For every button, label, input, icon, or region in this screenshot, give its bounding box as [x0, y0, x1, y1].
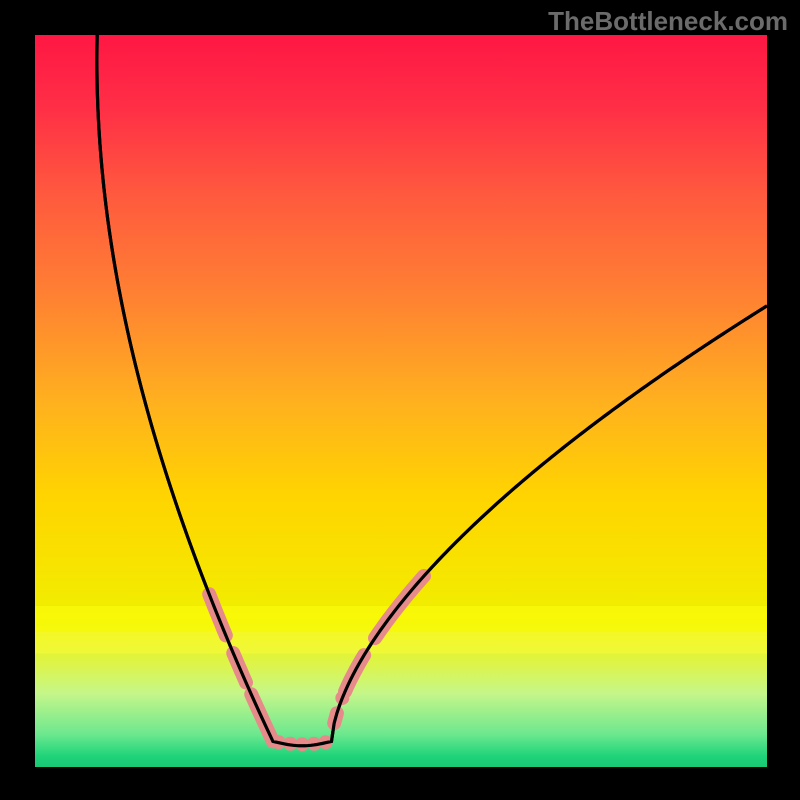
bottleneck-chart — [0, 0, 800, 800]
watermark-text: TheBottleneck.com — [548, 6, 788, 37]
highlight-band-1 — [35, 632, 767, 654]
